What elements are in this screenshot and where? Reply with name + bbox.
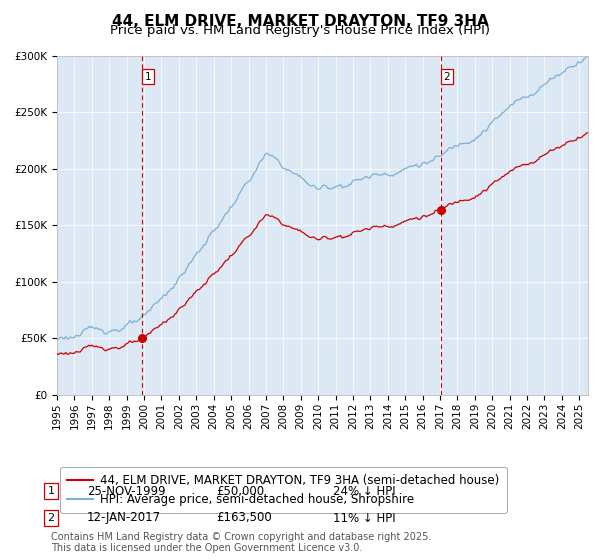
Text: 2: 2 — [443, 72, 450, 82]
Text: Contains HM Land Registry data © Crown copyright and database right 2025.
This d: Contains HM Land Registry data © Crown c… — [51, 531, 431, 553]
Text: 1: 1 — [47, 486, 55, 496]
Text: £163,500: £163,500 — [216, 511, 272, 525]
Text: 1: 1 — [145, 72, 151, 82]
Text: 44, ELM DRIVE, MARKET DRAYTON, TF9 3HA: 44, ELM DRIVE, MARKET DRAYTON, TF9 3HA — [112, 14, 488, 29]
Text: Price paid vs. HM Land Registry's House Price Index (HPI): Price paid vs. HM Land Registry's House … — [110, 24, 490, 37]
Text: 11% ↓ HPI: 11% ↓ HPI — [333, 511, 395, 525]
Text: 25-NOV-1999: 25-NOV-1999 — [87, 484, 166, 498]
Text: 2: 2 — [47, 513, 55, 523]
Text: £50,000: £50,000 — [216, 484, 264, 498]
Text: 24% ↓ HPI: 24% ↓ HPI — [333, 484, 395, 498]
Legend: 44, ELM DRIVE, MARKET DRAYTON, TF9 3HA (semi-detached house), HPI: Average price: 44, ELM DRIVE, MARKET DRAYTON, TF9 3HA (… — [60, 467, 507, 513]
Text: 12-JAN-2017: 12-JAN-2017 — [87, 511, 161, 525]
